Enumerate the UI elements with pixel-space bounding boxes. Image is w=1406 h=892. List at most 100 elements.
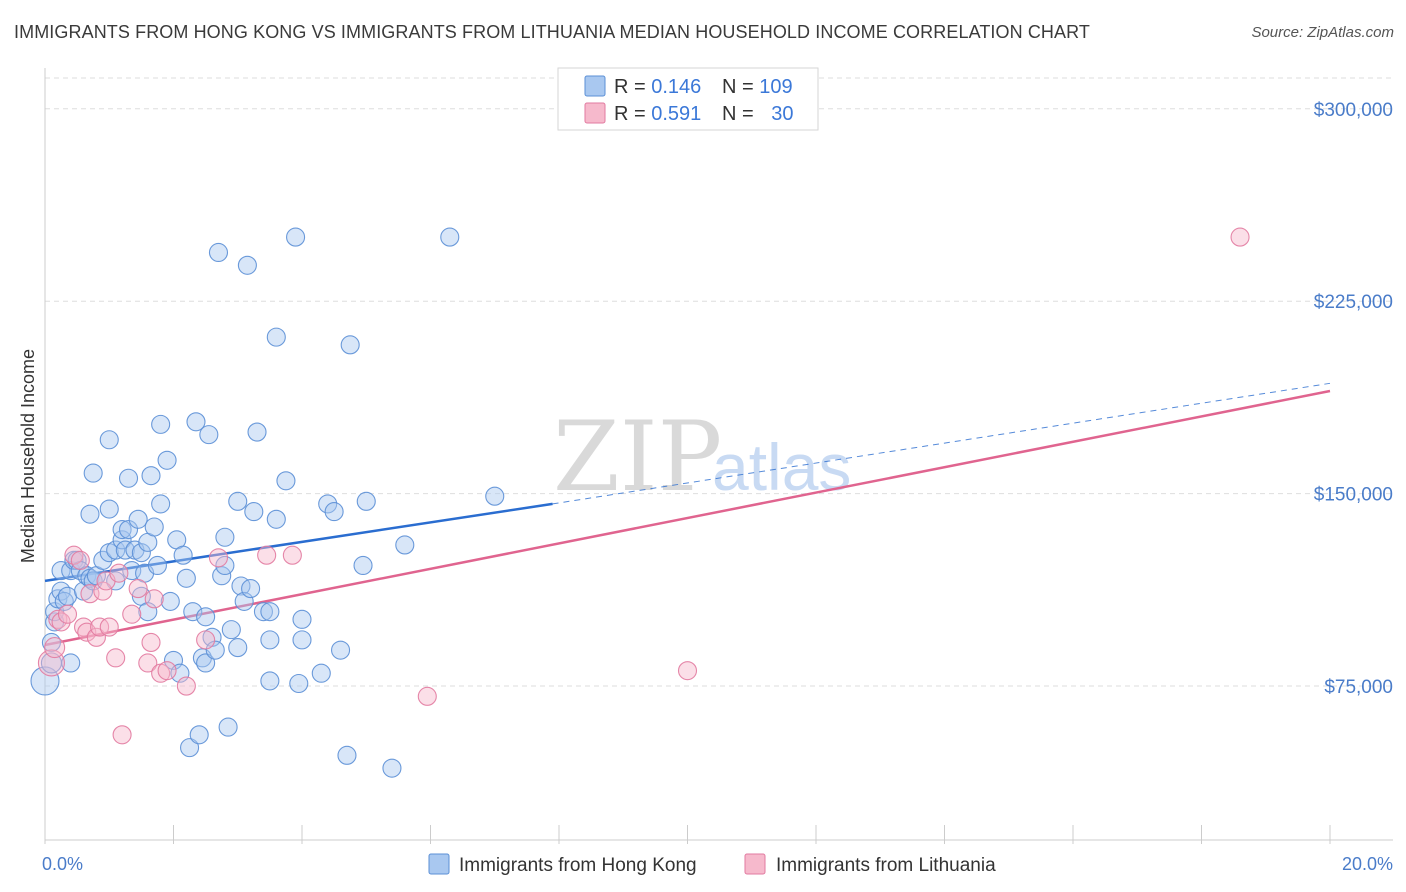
hong-kong-point	[112, 530, 132, 550]
x-tick-labels: 0.0% 20.0%	[42, 854, 1393, 874]
hong-kong-point	[395, 535, 415, 555]
svg-text:N = 109: N = 109	[722, 76, 793, 98]
trendlines	[44, 382, 1331, 647]
hong-kong-point	[196, 607, 216, 627]
hong-kong-point	[276, 471, 296, 491]
hong-kong-point	[61, 653, 81, 673]
correlation-legend: R = 0.146 N = 109 R = 0.591 N = 30	[557, 67, 819, 131]
lithuania-point	[112, 725, 132, 745]
lithuania-point	[99, 617, 119, 637]
hong-kong-point	[292, 630, 312, 650]
lithuania-point	[70, 550, 90, 570]
hong-kong-point	[51, 581, 71, 601]
legend-r-value-1: 0.146	[651, 76, 701, 98]
hong-kong-point	[292, 609, 312, 629]
hong-kong-point	[382, 758, 402, 778]
lithuania-point	[196, 630, 216, 650]
hong-kong-point	[141, 466, 161, 486]
hong-kong-point	[57, 586, 78, 606]
watermark: ZIP atlas	[553, 401, 851, 513]
lithuania-point	[282, 545, 302, 565]
hong-kong-point	[241, 579, 261, 599]
y-tick-label-0: $75,000	[1324, 677, 1393, 698]
x-tick-label-1: 20.0%	[1342, 854, 1393, 874]
hong-kong-point	[173, 545, 193, 565]
lithuania-trendline	[44, 389, 1331, 647]
hong-kong-point	[208, 242, 229, 263]
hong-kong-point	[99, 430, 119, 450]
lithuania-point	[109, 563, 129, 583]
hong-kong-point	[180, 738, 200, 758]
hong-kong-point	[318, 494, 338, 514]
lithuania-point	[144, 589, 164, 609]
hong-kong-point	[147, 555, 167, 576]
hong-kong-point	[99, 499, 119, 519]
legend-n-label-2: N =	[722, 103, 759, 125]
hong-kong-point	[80, 504, 100, 524]
bottom-legend-label-lithuania: Immigrants from Lithuania	[776, 855, 996, 876]
svg-text:N = 30: N = 30	[722, 103, 794, 125]
hong-kong-point	[440, 227, 460, 247]
hong-kong-point	[353, 555, 373, 576]
hong-kong-point	[260, 671, 280, 691]
hong-kong-point	[118, 468, 139, 488]
hong-kong-point	[199, 425, 219, 445]
hong-kong-point	[115, 540, 135, 560]
hong-kong-point	[228, 491, 248, 511]
hong-kong-point	[286, 227, 306, 247]
hong-kong-point	[151, 494, 171, 514]
hong-kong-point	[151, 414, 171, 434]
hong-kong-point	[221, 620, 241, 640]
y-tick-label-2: $225,000	[1314, 292, 1393, 313]
lithuania-point	[128, 579, 148, 599]
lithuania-point	[141, 632, 161, 652]
lithuania-point	[86, 627, 106, 647]
hong-kong-point	[30, 666, 60, 696]
lithuania-point	[57, 604, 78, 624]
hong-kong-point	[176, 568, 196, 588]
hong-kong-point	[131, 543, 151, 563]
hong-kong-point	[51, 561, 71, 581]
hong-kong-point	[244, 502, 264, 522]
scatter-points	[30, 227, 1250, 778]
axes	[44, 68, 1393, 844]
legend-swatch-hong-kong	[584, 75, 606, 97]
lithuania-point	[417, 686, 437, 706]
lithuania-point	[51, 612, 71, 632]
svg-text:R = 0.591: R = 0.591	[614, 103, 701, 125]
hong-kong-point	[247, 422, 267, 442]
hong-kong-point	[189, 725, 209, 745]
legend-n-label-1: N =	[722, 76, 759, 98]
lithuania-point	[90, 617, 110, 637]
lithuania-point	[176, 676, 196, 696]
hong-kong-point	[93, 550, 113, 570]
hong-kong-point	[253, 602, 274, 622]
legend-n-value-2: 30	[771, 103, 793, 125]
lithuania-point	[44, 637, 66, 659]
bottom-legend-swatch-lithuania	[744, 853, 766, 875]
hong-kong-point	[215, 555, 235, 576]
source-credit: Source: ZipAtlas.com	[1251, 24, 1394, 41]
y-axis-label: Median Household Income	[18, 349, 38, 563]
svg-text:R = 0.146: R = 0.146	[614, 76, 701, 98]
legend-r-label-1: R =	[614, 76, 651, 98]
hong-kong-point	[183, 602, 203, 622]
hong-kong-point	[160, 591, 180, 611]
legend-r-label-2: R =	[614, 103, 651, 125]
lithuania-point	[157, 661, 177, 681]
hong-kong-point	[205, 640, 225, 660]
hong-kong-point	[54, 591, 74, 611]
lithuania-point	[74, 617, 94, 637]
hong-kong-point	[330, 640, 351, 660]
hong-kong-point	[196, 653, 216, 673]
hong-kong-point	[218, 717, 238, 737]
hong-kong-point	[260, 630, 280, 650]
watermark-atlas: atlas	[712, 430, 851, 504]
hong-kong-point	[485, 486, 505, 506]
hong-kong-point	[112, 520, 132, 540]
lithuania-point	[1230, 227, 1250, 247]
hong-kong-point	[311, 663, 331, 683]
legend-swatch-lithuania	[584, 102, 606, 124]
hong-kong-point	[260, 602, 280, 622]
lithuania-point	[106, 648, 126, 668]
